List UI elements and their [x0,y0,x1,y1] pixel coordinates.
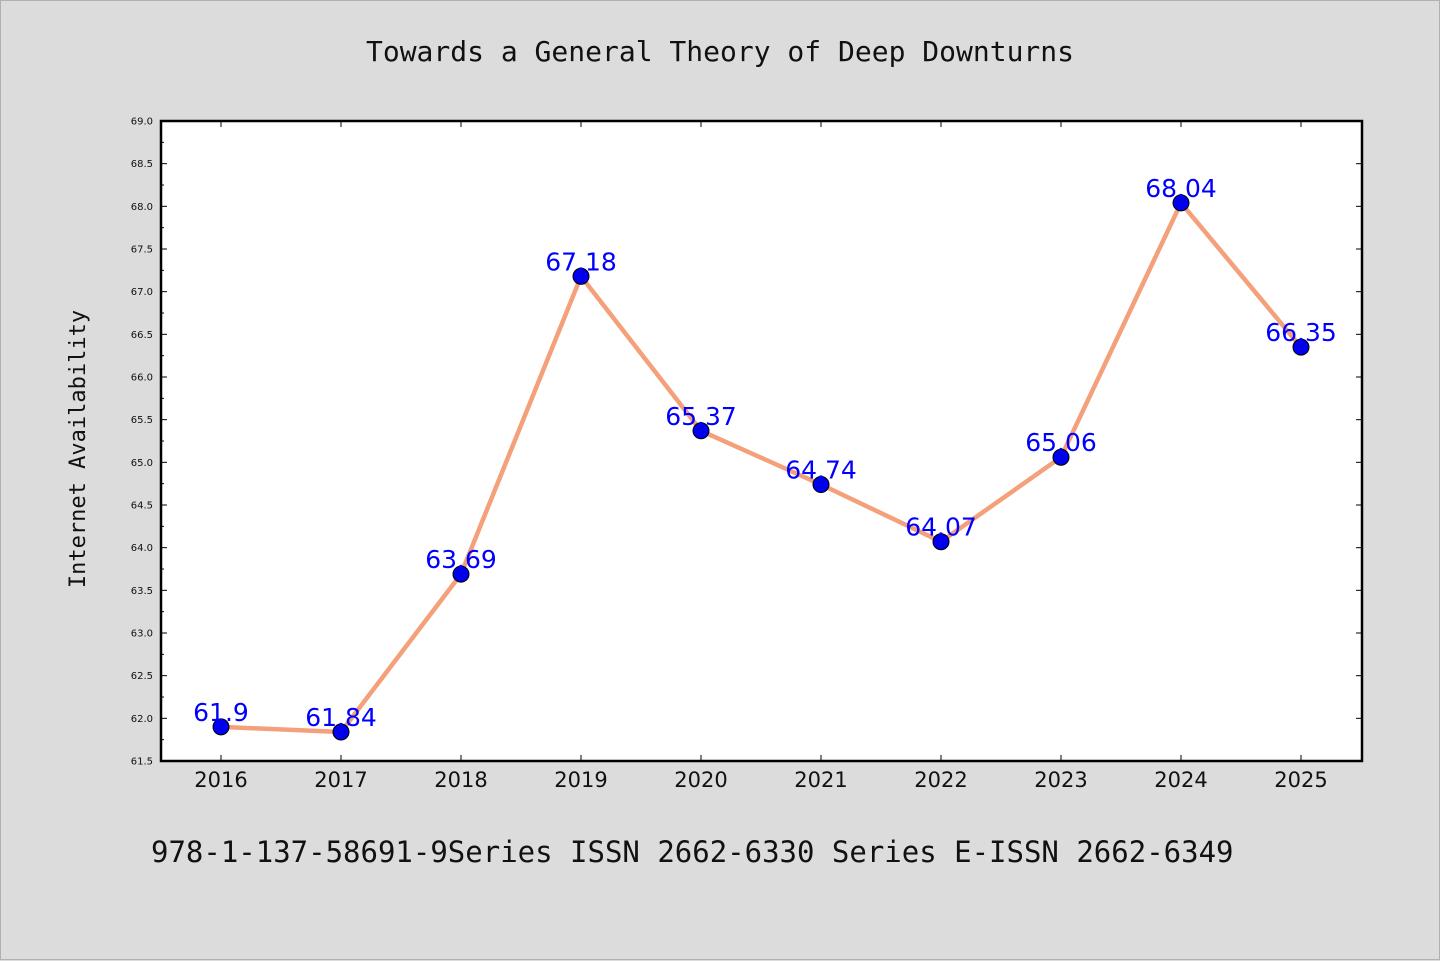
series-line [220,200,1303,735]
x-axis: 2016 2017 2018 2019 2020 2021 2022 2023 2024 2025 [194,121,1328,792]
x-tick-label: 2019 [554,768,607,792]
data-label: 61.9 [193,698,249,727]
x-tick-label: 2017 [314,768,367,792]
data-point [1172,194,1190,212]
plot-area [159,119,1364,763]
data-label: 65.06 [1025,428,1097,457]
data-point [1292,338,1310,356]
data-label: 67.18 [545,247,617,276]
y-tick-label: 65.0 [131,458,153,469]
series-group: 61.9 61.84 63.69 67.18 65.37 64.74 64.07 65.06 6… [193,174,1337,741]
y-tick-label: 68.5 [131,159,153,170]
y-tick-label: 63.5 [131,586,153,597]
x-tick-label: 2025 [1274,768,1327,792]
x-tick-label: 2018 [434,768,487,792]
y-tick-label: 69.0 [131,117,153,128]
y-tick-label: 64.0 [131,543,153,554]
data-label: 61.84 [305,703,377,732]
data-label: 65.37 [665,402,737,431]
chart-title: Towards a General Theory of Deep Downtur… [365,35,1074,68]
data-point [452,565,470,583]
data-point [932,533,950,551]
x-tick-label: 2021 [794,768,847,792]
y-tick-label: 61.5 [131,757,153,768]
y-tick-label: 66.5 [131,330,153,341]
data-point [692,422,710,440]
data-point [1052,448,1070,466]
x-tick-label: 2024 [1154,768,1207,792]
x-tick-label: 2020 [674,768,727,792]
y-axis-label: Internet Availability [66,310,91,588]
y-tick-label: 66.0 [131,373,153,384]
data-label: 66.35 [1265,318,1337,347]
y-tick-label: 65.5 [131,415,153,426]
data-label: 63.69 [425,545,497,574]
data-label: 64.07 [905,513,977,542]
data-point [812,476,830,494]
y-tick-label: 64.5 [131,501,153,512]
y-tick-label: 68.0 [131,202,153,213]
y-tick-label: 67.0 [131,287,153,298]
footer-isbn-text: 978-1-137-58691-9Series ISSN 2662-6330 S… [151,835,1234,869]
data-label: 64.74 [785,456,857,485]
data-point [332,723,350,741]
data-label: 68.04 [1145,174,1217,203]
y-tick-label: 63.0 [131,629,153,640]
y-tick-label: 67.5 [131,245,153,256]
y-tick-label: 62.0 [131,714,153,725]
data-point [572,267,590,285]
x-tick-label: 2022 [914,768,967,792]
x-tick-label: 2023 [1034,768,1087,792]
y-tick-label: 62.5 [131,671,153,682]
x-tick-label: 2016 [194,768,247,792]
y-axis: 61.5 62.0 62.5 63.0 63.5 64.0 64.5 65.0 65.5 66.0… [131,117,1362,768]
data-point [212,718,230,736]
